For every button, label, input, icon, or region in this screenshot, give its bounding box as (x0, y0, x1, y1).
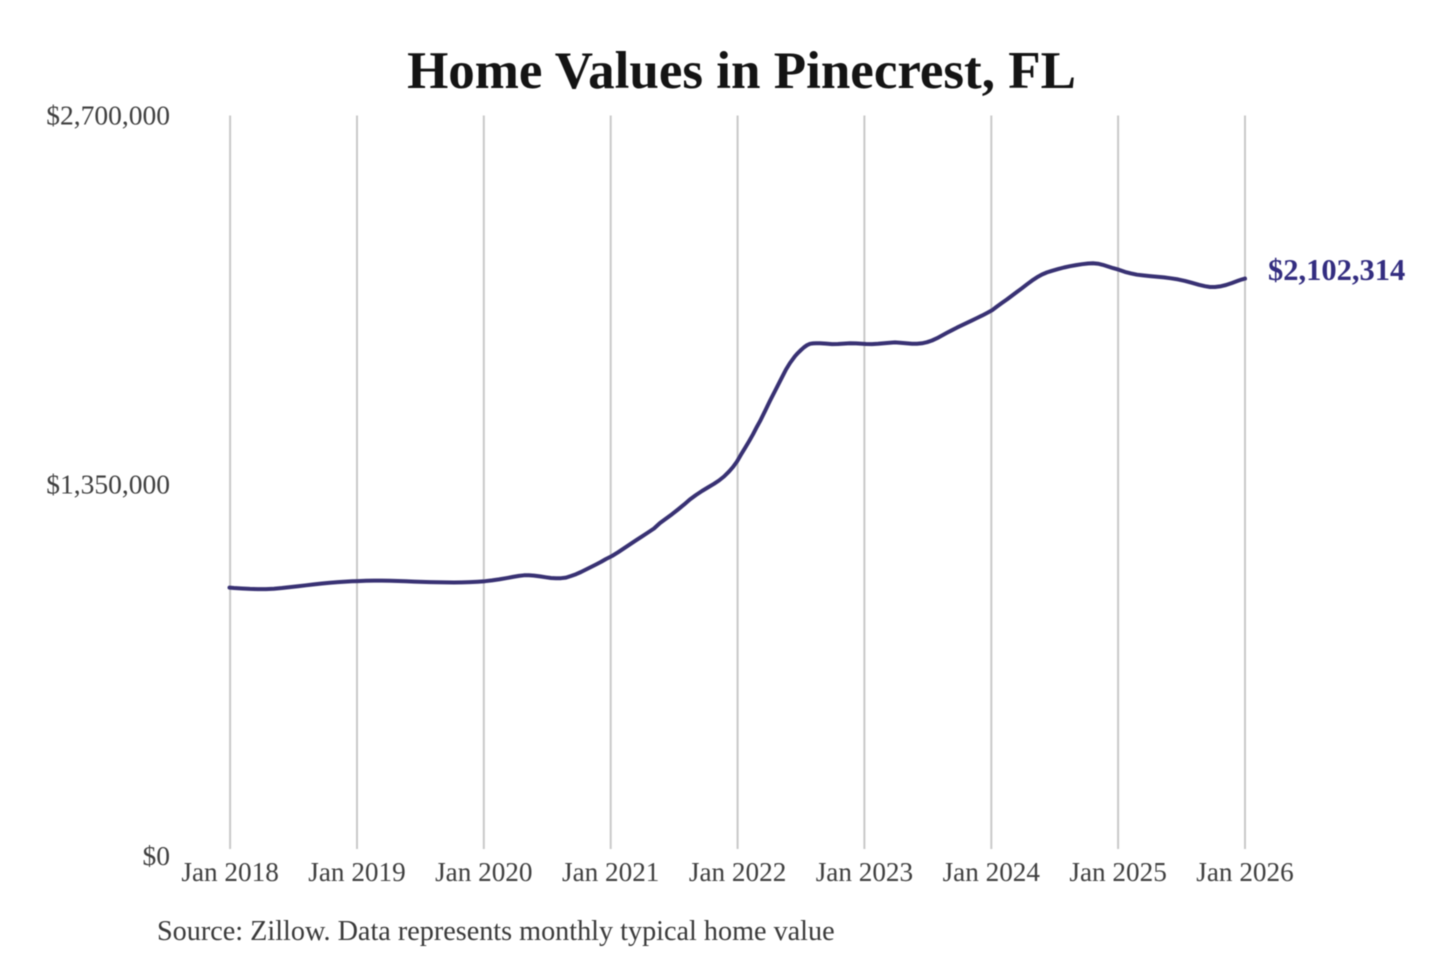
svg-text:Jan 2024: Jan 2024 (943, 857, 1041, 887)
svg-text:Jan 2020: Jan 2020 (435, 857, 532, 887)
svg-text:Home Values in Pinecrest, FL: Home Values in Pinecrest, FL (407, 42, 1076, 100)
svg-text:$0: $0 (143, 840, 171, 871)
svg-text:Jan 2025: Jan 2025 (1069, 857, 1166, 887)
svg-text:Jan 2019: Jan 2019 (308, 857, 405, 887)
svg-text:Jan 2018: Jan 2018 (181, 857, 278, 887)
svg-text:$2,700,000: $2,700,000 (46, 100, 170, 131)
svg-text:Jan 2022: Jan 2022 (689, 857, 786, 887)
svg-text:Source: Zillow. Data represent: Source: Zillow. Data represents monthly … (157, 916, 835, 947)
svg-text:Jan 2026: Jan 2026 (1196, 857, 1293, 887)
svg-text:$2,102,314: $2,102,314 (1268, 253, 1405, 287)
svg-text:Jan 2021: Jan 2021 (562, 857, 659, 887)
svg-text:Jan 2023: Jan 2023 (816, 857, 913, 887)
svg-text:$1,350,000: $1,350,000 (46, 469, 170, 500)
